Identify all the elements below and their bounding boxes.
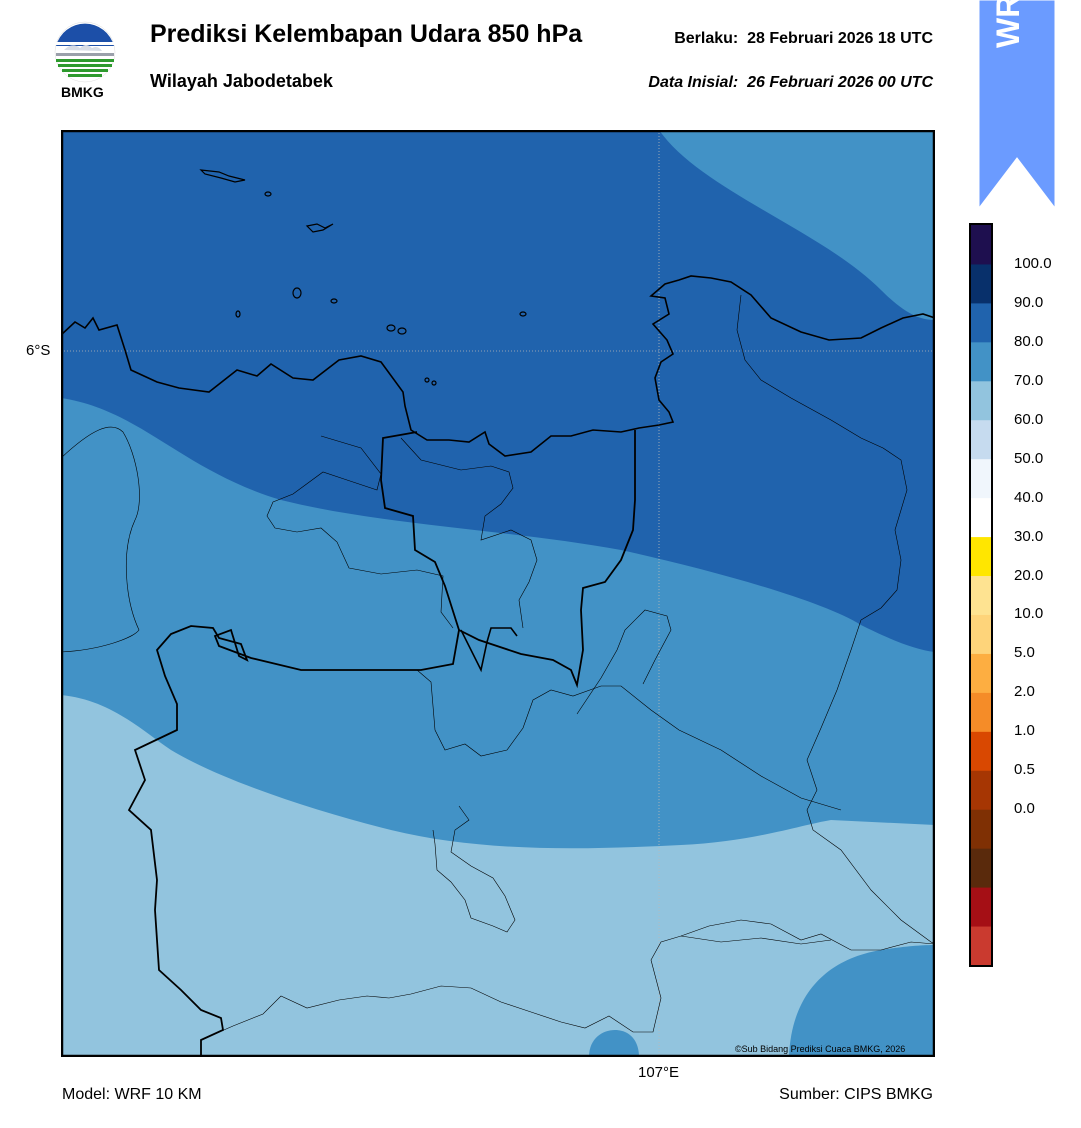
colorbar-tick-label: 70.0 bbox=[1014, 371, 1044, 389]
colorbar-segment bbox=[971, 614, 991, 654]
colorbar-tick-label: 50.0 bbox=[1014, 449, 1044, 467]
valid-time: Berlaku: 28 Februari 2026 18 UTC bbox=[674, 30, 933, 48]
colorbar-tick-label: 5.0 bbox=[1014, 644, 1035, 662]
island-4 bbox=[292, 287, 302, 299]
colorbar-tick-label: 60.0 bbox=[1014, 410, 1044, 428]
island-10 bbox=[424, 377, 430, 383]
regency-boundary-8 bbox=[432, 805, 516, 933]
island-3 bbox=[305, 223, 334, 233]
colorbar-segment bbox=[971, 809, 991, 849]
latitude-tick-label: 6°S bbox=[26, 342, 51, 359]
island-2 bbox=[264, 191, 272, 197]
colorbar-segment bbox=[971, 497, 991, 538]
colorbar-segment bbox=[971, 575, 991, 615]
humidity-map bbox=[61, 130, 935, 1057]
regency-boundary-4 bbox=[416, 669, 842, 811]
colorbar-tick-label: 90.0 bbox=[1014, 293, 1044, 311]
copyright-note: ©Sub Bidang Prediksi Cuaca BMKG, 2026 bbox=[735, 1044, 906, 1054]
island-1 bbox=[199, 169, 246, 183]
province-boundary-west bbox=[127, 431, 460, 1057]
colorbar-segment bbox=[971, 848, 991, 888]
colorbar-tick-label: 10.0 bbox=[1014, 605, 1044, 623]
island-7 bbox=[386, 324, 396, 332]
colorbar-segment bbox=[971, 731, 991, 771]
colorbar-tick-label: 80.0 bbox=[1014, 332, 1044, 350]
island-9 bbox=[519, 311, 527, 317]
init-time-value: 26 Februari 2026 00 UTC bbox=[747, 74, 933, 91]
colorbar-segment bbox=[971, 536, 991, 577]
coastline bbox=[61, 275, 935, 457]
map-subtitle: Wilayah Jabodetabek bbox=[150, 71, 333, 91]
colorbar-segment bbox=[971, 380, 991, 421]
init-time: Data Inisial: 26 Februari 2026 00 UTC bbox=[648, 74, 933, 92]
island-8 bbox=[397, 327, 407, 335]
humidity-band-70-80-ne bbox=[659, 130, 935, 320]
regency-boundary-6 bbox=[736, 294, 908, 621]
init-label: Data Inisial: bbox=[648, 74, 739, 91]
colorbar-tick-label: 20.0 bbox=[1014, 566, 1044, 584]
bmkg-logo-icon bbox=[54, 21, 116, 83]
wrf-badge-text: WRF bbox=[990, 0, 1026, 48]
colorbar-tick-label: 40.0 bbox=[1014, 488, 1044, 506]
regency-boundary-3 bbox=[400, 437, 538, 629]
humidity-band-60-70 bbox=[61, 695, 935, 1057]
colorbar-segment bbox=[971, 302, 991, 343]
colorbar-tick-label: 100.0 bbox=[1014, 254, 1052, 272]
colorbar-tick-label: 0.5 bbox=[1014, 761, 1035, 779]
map-title: Prediksi Kelembapan Udara 850 hPa bbox=[150, 20, 583, 48]
province-boundary-east bbox=[458, 430, 636, 689]
colorbar-segment bbox=[971, 225, 991, 265]
regency-boundary-2 bbox=[266, 435, 454, 629]
source-info: Sumber: CIPS BMKG bbox=[779, 1086, 933, 1103]
longitude-tick-label: 107°E bbox=[638, 1064, 680, 1081]
colorbar-tick-label: 1.0 bbox=[1014, 722, 1035, 740]
bmkg-logo-text: BMKG bbox=[61, 84, 104, 100]
regency-boundary-7 bbox=[806, 619, 935, 945]
colorbar-segment bbox=[971, 926, 991, 966]
regency-boundary-9 bbox=[200, 935, 832, 1041]
colorbar bbox=[969, 223, 993, 967]
map-frame bbox=[61, 130, 935, 1057]
wrf-badge-icon: WRF bbox=[979, 0, 1055, 209]
map-canvas bbox=[61, 130, 935, 1057]
colorbar-frame bbox=[969, 223, 993, 967]
colorbar-tick-label: 2.0 bbox=[1014, 683, 1035, 701]
colorbar-segment bbox=[971, 692, 991, 732]
humidity-band-70-80-se bbox=[789, 945, 935, 1057]
valid-time-value: 28 Februari 2026 18 UTC bbox=[747, 30, 933, 47]
colorbar-segment bbox=[971, 341, 991, 382]
city-boundary bbox=[460, 627, 518, 673]
colorbar-segment bbox=[971, 653, 991, 693]
model-info: Model: WRF 10 KM bbox=[62, 1086, 202, 1103]
colorbar-segment bbox=[971, 887, 991, 927]
colorbar-tick-label: 0.0 bbox=[1014, 800, 1035, 818]
regency-boundary-10 bbox=[680, 919, 935, 951]
regency-boundary-1 bbox=[61, 426, 140, 653]
colorbar-segment bbox=[971, 263, 991, 304]
humidity-band-70-80-s bbox=[589, 1030, 639, 1057]
regency-boundary-5 bbox=[576, 609, 672, 715]
colorbar-segment bbox=[971, 458, 991, 499]
island-11 bbox=[431, 380, 437, 386]
colorbar-segment bbox=[971, 770, 991, 810]
colorbar-tick-label: 30.0 bbox=[1014, 527, 1044, 545]
island-5 bbox=[330, 298, 338, 304]
valid-label: Berlaku: bbox=[674, 30, 739, 47]
colorbar-segment bbox=[971, 419, 991, 460]
island-6 bbox=[235, 310, 241, 318]
